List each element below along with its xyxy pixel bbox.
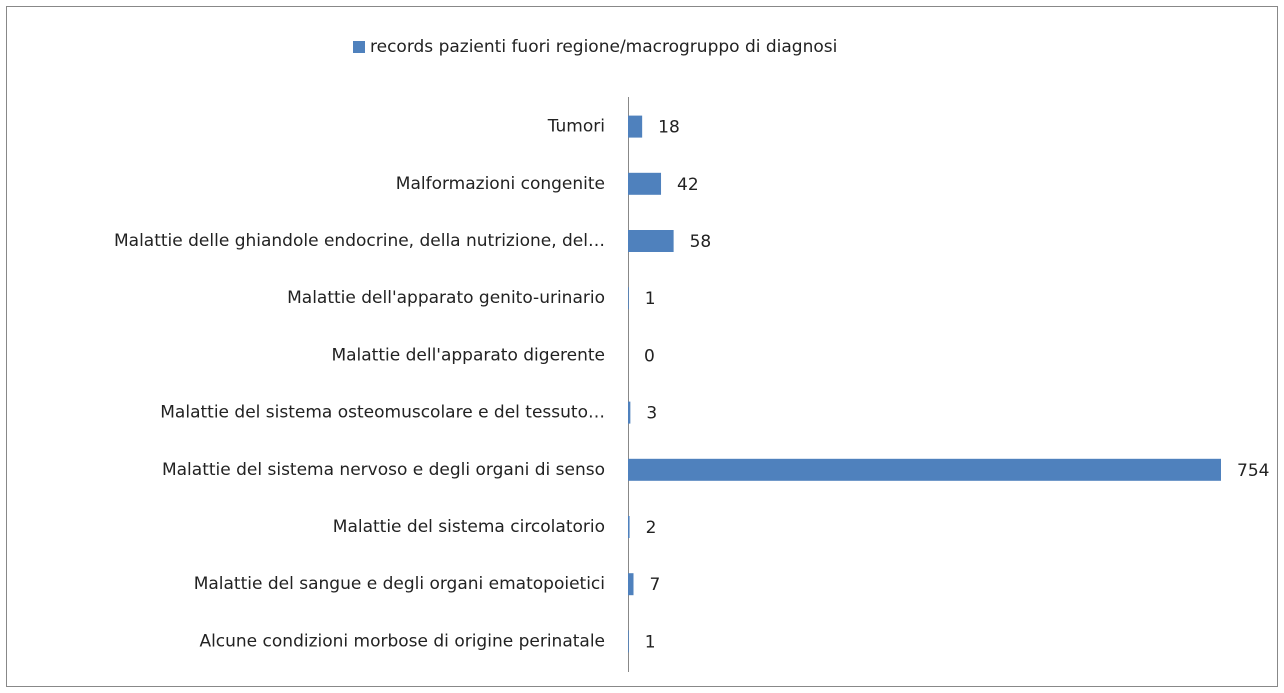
bar <box>628 458 1221 481</box>
bar <box>628 630 629 653</box>
category-label: Malattie delle ghiandole endocrine, dell… <box>114 231 605 251</box>
value-label: 0 <box>644 346 655 366</box>
bar <box>628 516 630 538</box>
category-label: Malattie dell'apparato genito-urinario <box>287 288 605 308</box>
legend-key <box>353 41 365 53</box>
category-label: Malattie del sistema osteomuscolare e de… <box>160 403 605 423</box>
category-label: Malformazioni congenite <box>396 174 605 194</box>
value-label: 754 <box>1237 461 1269 481</box>
category-label: Malattie del sistema circolatorio <box>333 517 605 537</box>
value-label: 42 <box>677 175 699 195</box>
category-label: Malattie dell'apparato digerente <box>331 345 605 365</box>
category-label: Alcune condizioni morbose di origine per… <box>199 631 605 651</box>
value-label: 1 <box>645 289 656 309</box>
value-label: 1 <box>645 632 656 652</box>
category-label: Malattie del sistema nervoso e degli org… <box>162 460 605 480</box>
category-label: Malattie del sangue e degli organi emato… <box>194 574 605 594</box>
category-label: Tumori <box>547 117 605 137</box>
value-label: 18 <box>658 118 680 138</box>
bar <box>628 573 634 596</box>
bar <box>628 115 643 138</box>
bar <box>628 287 629 310</box>
legend-label: records pazienti fuori regione/macrogrup… <box>370 37 837 57</box>
value-label: 7 <box>650 575 661 595</box>
value-label: 58 <box>690 232 712 252</box>
bar <box>628 172 662 195</box>
value-label: 3 <box>646 404 657 424</box>
bar <box>628 401 631 424</box>
value-label: 2 <box>646 518 657 538</box>
bar <box>628 230 674 252</box>
